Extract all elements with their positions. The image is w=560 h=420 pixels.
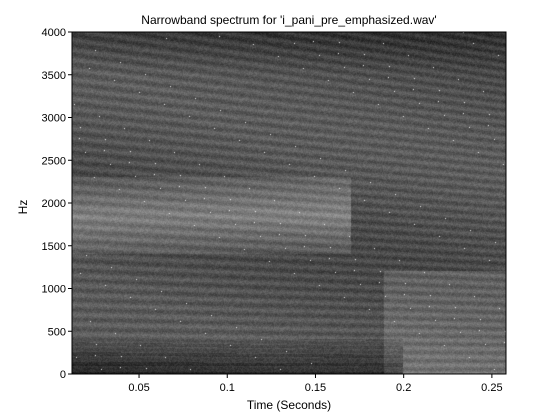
x-tick-label: 0.05 — [128, 382, 149, 394]
y-axis-title: Hz — [16, 200, 30, 215]
x-tick-label: 0.25 — [481, 382, 502, 394]
x-tick-label: 0.15 — [305, 382, 326, 394]
y-tick-label: 1000 — [42, 284, 66, 296]
y-tick-label: 0 — [60, 369, 66, 381]
x-axis: 0.05 0.1 0.15 0.2 0.25 — [128, 374, 503, 394]
y-tick-label: 1500 — [42, 241, 66, 253]
x-tick-label: 0.2 — [396, 382, 411, 394]
y-tick-label: 4000 — [42, 27, 66, 39]
y-tick-label: 3500 — [42, 70, 66, 82]
y-tick-label: 2500 — [42, 155, 66, 167]
spectrogram-image — [72, 32, 506, 374]
y-tick-label: 500 — [48, 326, 66, 338]
x-axis-title: Time (Seconds) — [247, 398, 331, 412]
y-axis: 0 500 1000 1500 2000 2500 3000 3500 4000 — [42, 27, 72, 381]
x-tick-label: 0.1 — [220, 382, 235, 394]
y-tick-label: 3000 — [42, 113, 66, 125]
y-tick-label: 2000 — [42, 198, 66, 210]
chart-title: Narrowband spectrum for 'i_pani_pre_emph… — [141, 13, 436, 27]
plot-area — [71, 31, 507, 375]
